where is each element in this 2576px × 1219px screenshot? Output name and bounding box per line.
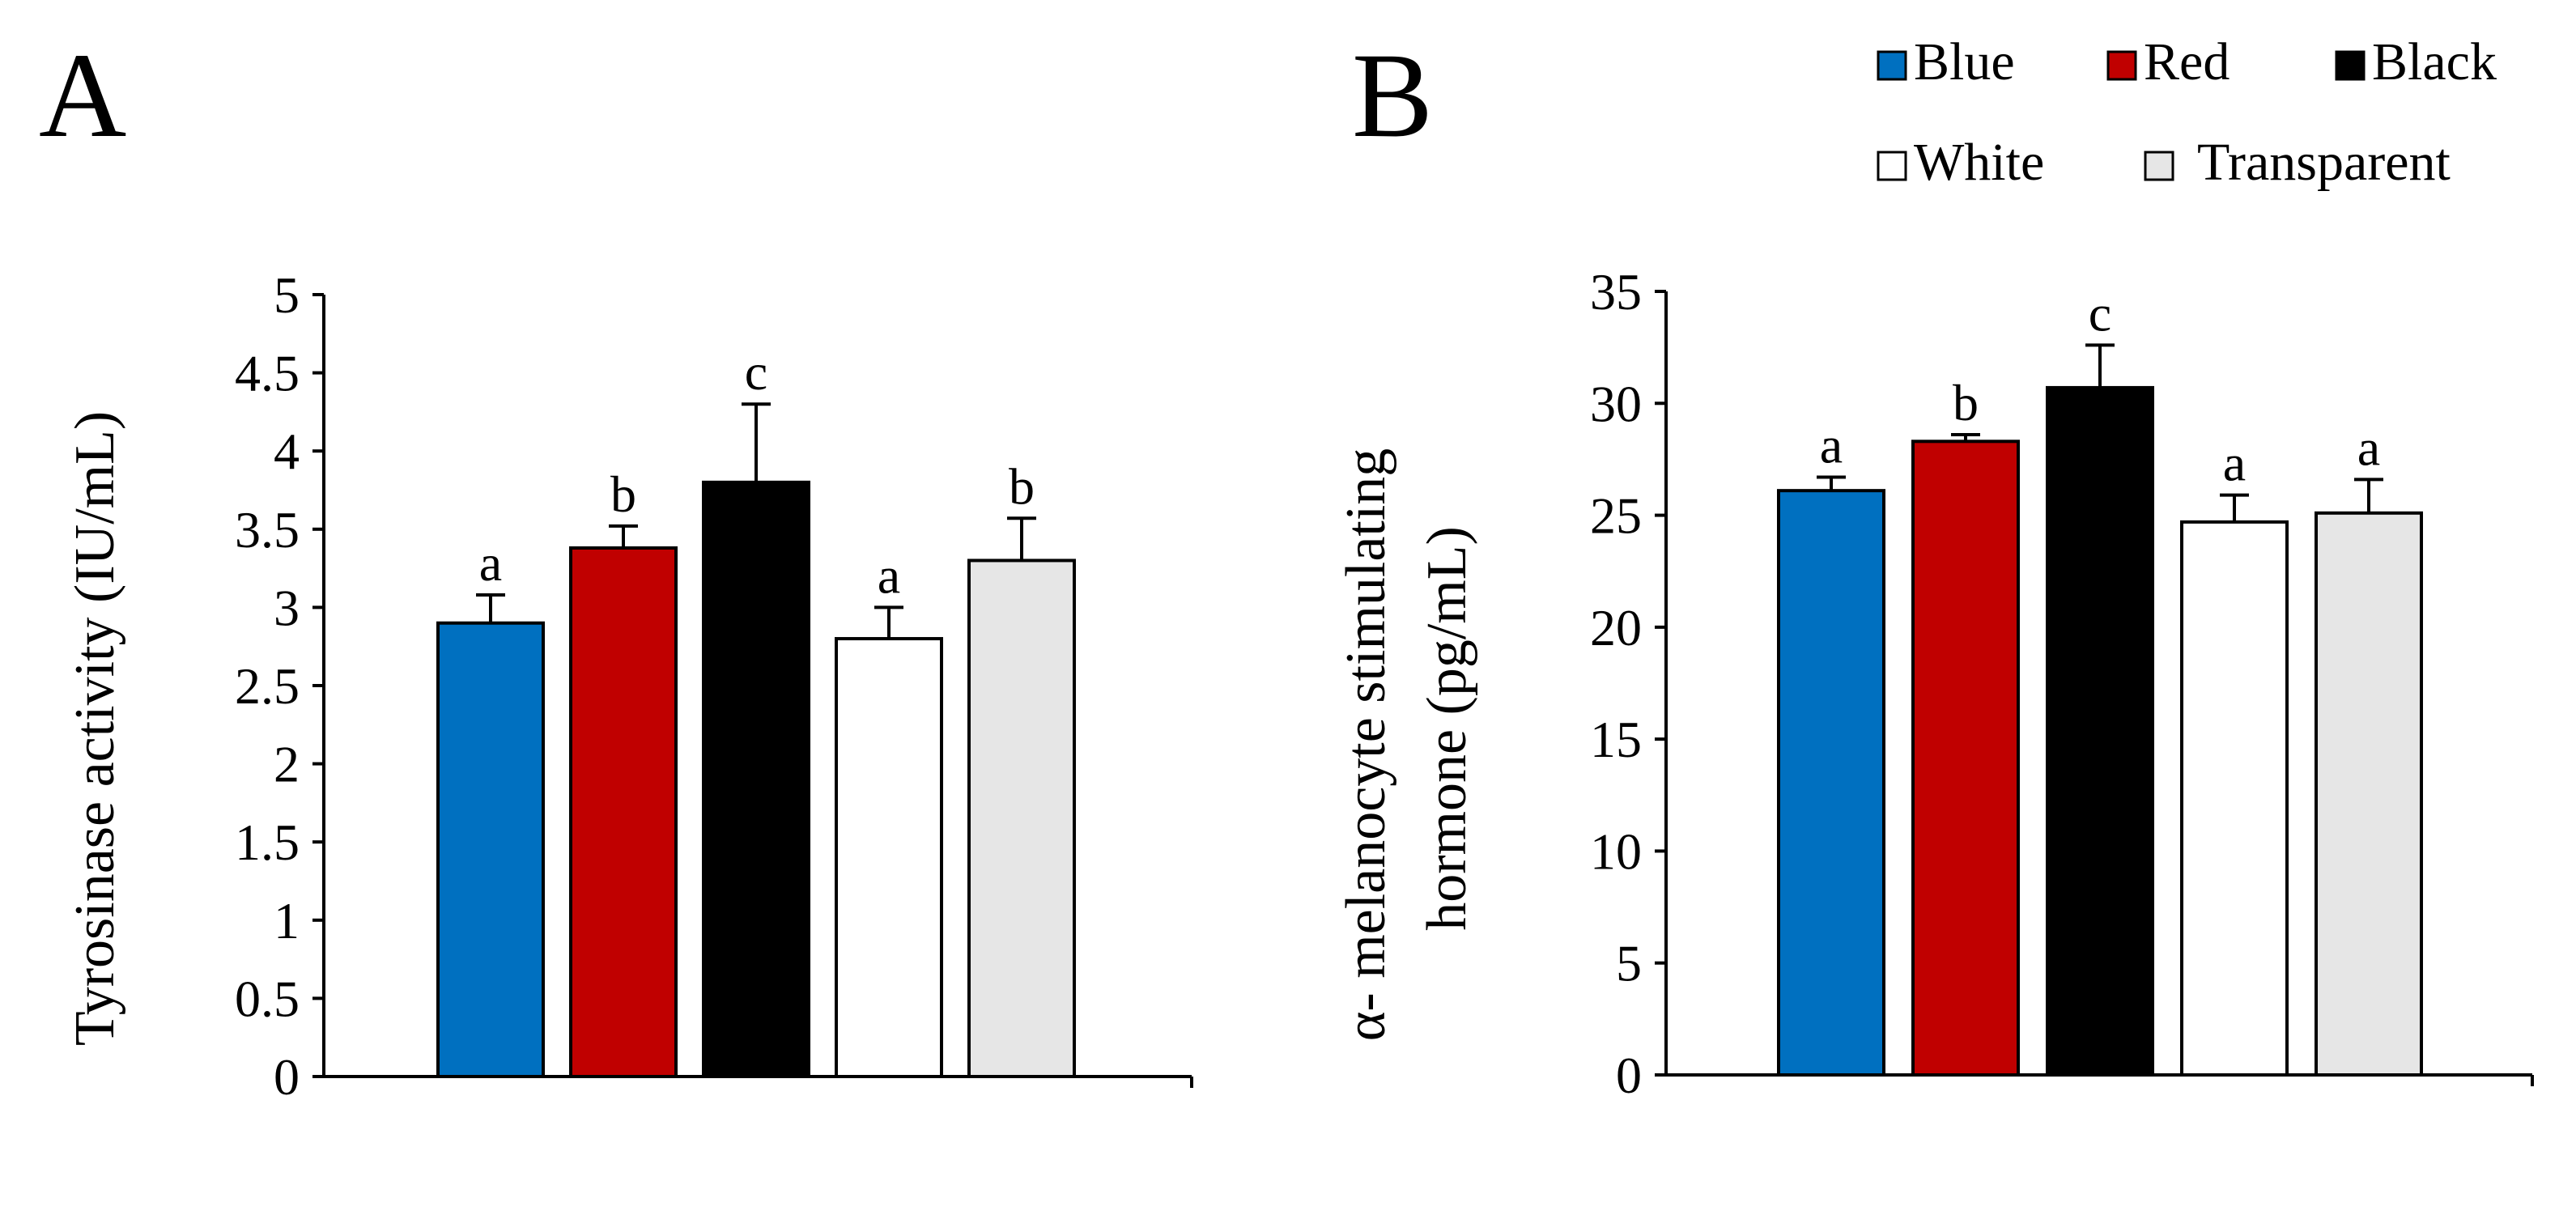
chart-b-bar-white xyxy=(2180,520,2289,1077)
legend: Blue Red Black White Transparent xyxy=(1877,32,2497,192)
legend-label-black: Black xyxy=(2372,32,2497,91)
legend-label-white: White xyxy=(1914,133,2044,192)
legend-label-red: Red xyxy=(2144,32,2230,91)
legend-item-black: Black xyxy=(2335,32,2497,91)
chart-a-bar-white xyxy=(835,637,943,1078)
chart-a-y-tick-label: 0 xyxy=(274,1048,300,1106)
chart-b-significance-label: a xyxy=(1820,417,1843,474)
chart-a-y-tick-label: 3.5 xyxy=(235,501,300,559)
chart-a-ylabel: Tyrosinase activity (IU/mL) xyxy=(64,411,126,1046)
chart-a: Tyrosinase activity (IU/mL) 0 0.5 1 1.5 2 2.5… xyxy=(64,266,1193,1106)
chart-b-bar-black xyxy=(2046,385,2154,1077)
chart-a-significance-label: a xyxy=(479,534,502,592)
chart-b-bar-blue xyxy=(1777,489,1885,1077)
chart-b-ylabel-line-2: hormone (pg/mL) xyxy=(1416,526,1478,931)
chart-b-significance-label: a xyxy=(2223,435,2246,492)
chart-b-significance-label: c xyxy=(2089,284,2111,342)
legend-swatch-red xyxy=(2106,50,2137,81)
chart-a-significance-label: b xyxy=(610,465,636,523)
legend-item-white: White xyxy=(1877,133,2044,192)
legend-swatch-black xyxy=(2335,50,2366,81)
chart-b-y-tick-label: 35 xyxy=(1590,263,1642,321)
legend-label-blue: Blue xyxy=(1914,32,2015,91)
chart-b-significance-label: a xyxy=(2357,418,2380,476)
chart-a-significance-label: b xyxy=(1009,457,1035,515)
legend-label-transparent: Transparent xyxy=(2197,133,2451,192)
chart-a-y-tick-label: 4 xyxy=(274,423,300,480)
chart-a-bar-black xyxy=(702,480,810,1078)
chart-a-y-tick-label: 4.5 xyxy=(235,345,300,402)
chart-a-y-tick-label: 2.5 xyxy=(235,657,300,715)
chart-b-y-tick-label: 0 xyxy=(1616,1047,1642,1104)
chart-b: α- melanocyte stimulating hormone (pg/mL… xyxy=(1335,263,2534,1104)
chart-a-y-tick-label: 1.5 xyxy=(235,813,300,871)
chart-b-bar-transparent xyxy=(2315,511,2423,1077)
legend-swatch-transparent xyxy=(2144,151,2174,181)
chart-b-ylabel-line-1: α- melanocyte stimulating xyxy=(1335,448,1397,1042)
chart-a-y-tick-label: 1 xyxy=(274,892,300,949)
panel-label-b: B xyxy=(1352,28,1433,163)
chart-b-y-tick-label: 10 xyxy=(1590,822,1642,880)
chart-a-y-tick-label: 5 xyxy=(274,266,300,324)
chart-a-significance-label: a xyxy=(878,546,900,604)
chart-b-y-tick-label: 25 xyxy=(1590,487,1642,545)
chart-a-y-tick-label: 0.5 xyxy=(235,970,300,1027)
chart-a-y-tick-label: 2 xyxy=(274,736,300,793)
legend-swatch-white xyxy=(1877,151,1907,181)
chart-a-bar-transparent xyxy=(967,559,1076,1078)
chart-a-y-tick-label: 3 xyxy=(274,579,300,636)
legend-item-blue: Blue xyxy=(1877,32,2015,91)
chart-a-bar-red xyxy=(569,546,678,1078)
chart-a-significance-label: c xyxy=(745,343,767,401)
chart-b-y-tick-label: 5 xyxy=(1616,935,1642,992)
chart-a-bar-blue xyxy=(436,621,545,1078)
panel-label-a: A xyxy=(39,28,126,163)
legend-swatch-blue xyxy=(1877,50,1907,81)
chart-b-significance-label: b xyxy=(1953,374,1979,431)
legend-item-red: Red xyxy=(2106,32,2230,91)
chart-b-y-tick-label: 20 xyxy=(1590,599,1642,656)
chart-b-y-tick-label: 30 xyxy=(1590,375,1642,432)
chart-b-y-tick-label: 15 xyxy=(1590,711,1642,768)
legend-item-transparent: Transparent xyxy=(2144,133,2451,192)
chart-b-bar-red xyxy=(1911,440,2020,1077)
